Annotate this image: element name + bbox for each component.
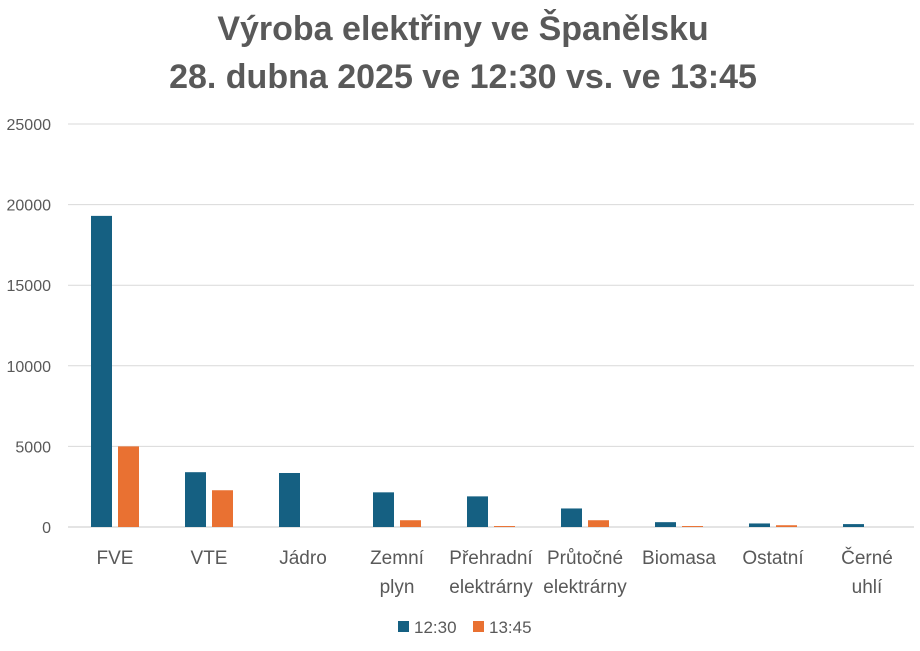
bar [373,492,394,527]
x-tick-label: Zemní [370,548,425,569]
x-tick-label: elektrárny [449,577,533,598]
bar [843,524,864,527]
chart-subtitle: 28. dubna 2025 ve 12:30 vs. ve 13:45 [169,58,757,96]
x-tick-label: FVE [97,548,134,569]
bar [749,523,770,527]
x-tick-label: Průtočné [547,548,623,569]
x-tick-label: Ostatní [742,548,804,569]
y-tick-label: 25000 [7,117,52,134]
y-tick-label: 0 [42,520,51,537]
x-tick-label: elektrárny [543,577,627,598]
bar [279,472,300,527]
x-tick-label: VTE [191,548,228,569]
legend-swatch [398,621,409,632]
bar [185,472,206,527]
x-tick-label: plyn [380,577,415,598]
bar [682,526,703,527]
bar [494,526,515,527]
x-tick-label: Jádro [279,548,327,569]
bar [91,215,112,527]
bar [467,496,488,527]
x-tick-label: Černé [841,547,893,569]
bar [655,522,676,527]
y-tick-label: 15000 [7,278,52,295]
y-tick-label: 5000 [15,439,51,456]
bar [212,490,233,527]
bar [118,446,139,527]
x-tick-label: uhlí [852,577,883,598]
legend-label: 12:30 [414,618,457,637]
x-tick-label: Biomasa [642,548,716,569]
y-tick-label: 20000 [7,198,52,215]
chart-title: Výroba elektřiny ve Španělsku [217,10,709,48]
bar [776,525,797,527]
x-tick-label: Přehradní [449,548,533,569]
bar [561,508,582,527]
bar [588,520,609,527]
legend-label: 13:45 [489,618,532,637]
y-tick-label: 10000 [7,359,52,376]
bar [400,520,421,527]
legend-swatch [473,621,484,632]
